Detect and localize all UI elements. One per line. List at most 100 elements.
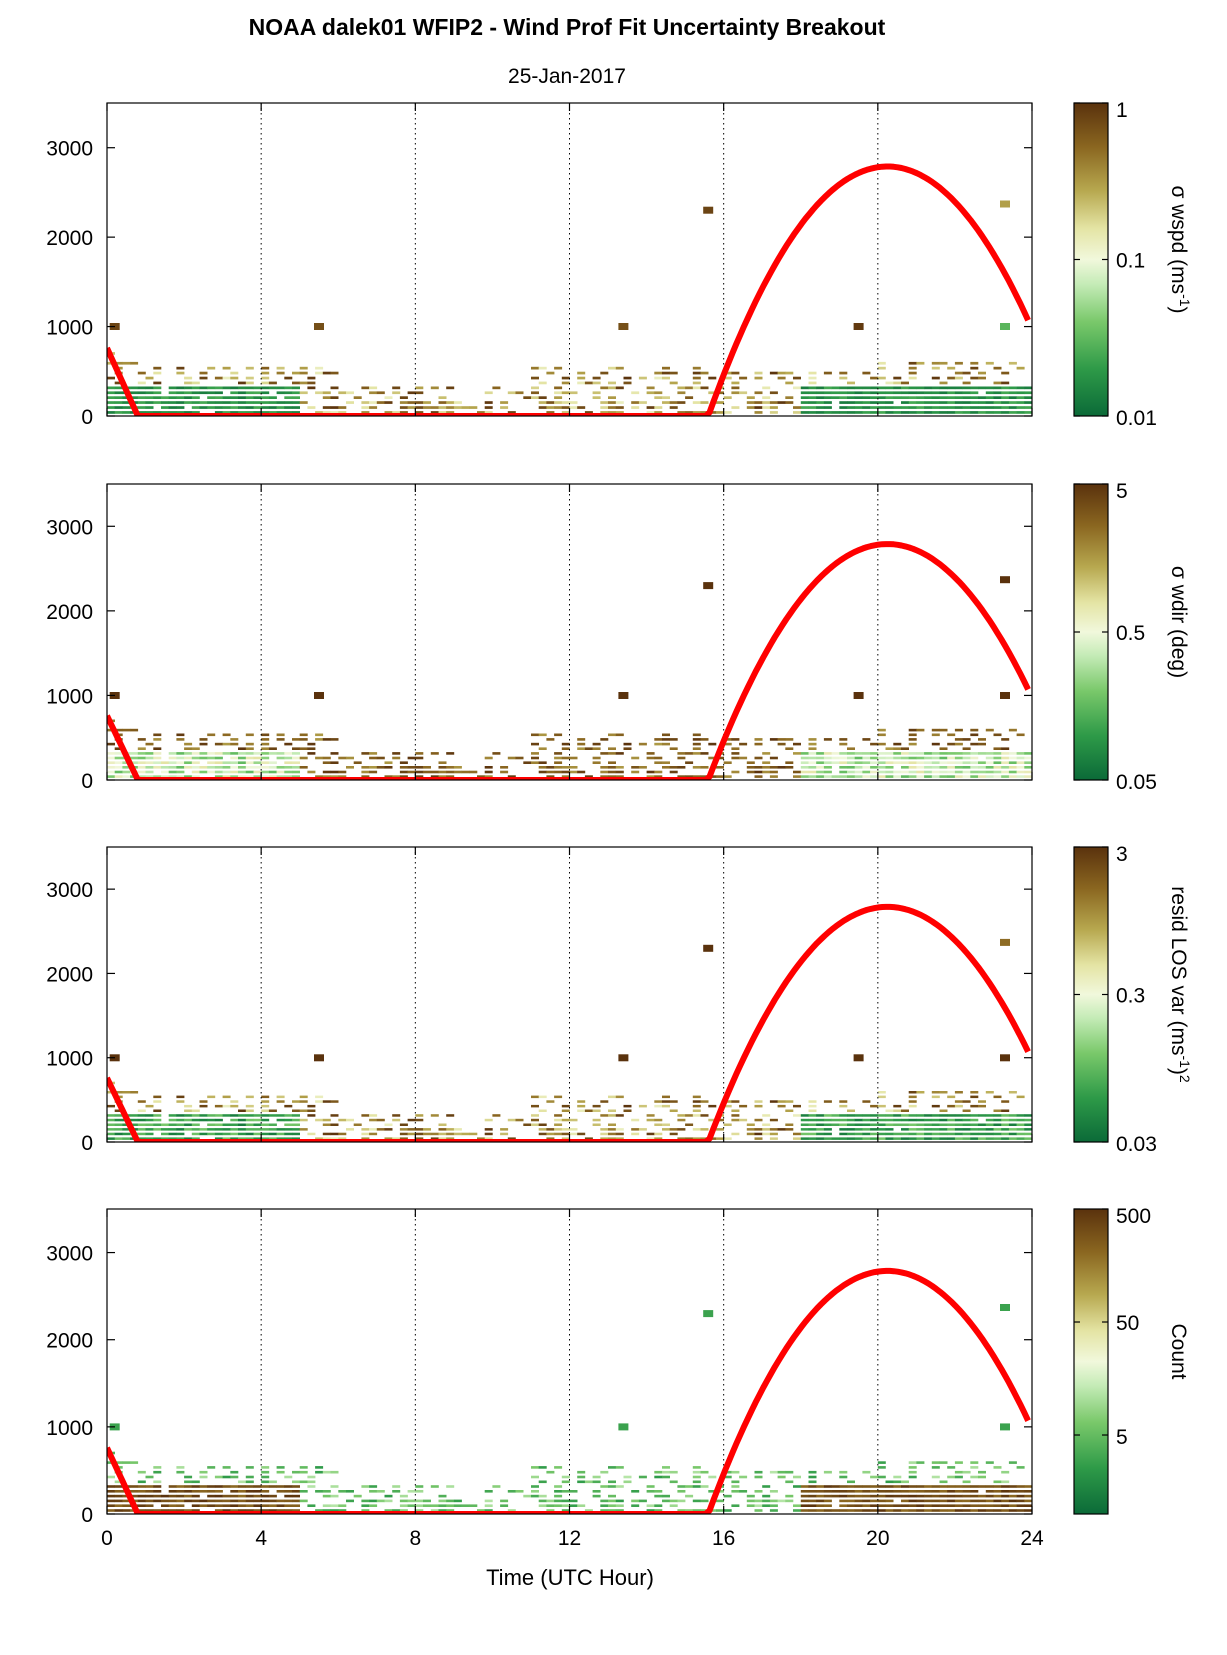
heatmap-cell xyxy=(161,406,169,409)
heatmap-cell xyxy=(322,756,331,760)
heatmap-cell xyxy=(947,1095,956,1099)
heatmap-cell xyxy=(808,1114,817,1117)
heatmap-cell xyxy=(222,1509,231,1512)
heatmap-cell xyxy=(746,1504,755,1507)
heatmap-cell xyxy=(153,775,162,778)
heatmap-cell xyxy=(993,381,1002,385)
heatmap-cell xyxy=(924,775,933,778)
heatmap-cell xyxy=(353,761,362,764)
heatmap-cell xyxy=(207,386,216,390)
heatmap-cell xyxy=(808,1504,817,1507)
heatmap-cell xyxy=(870,386,879,390)
heatmap-cell xyxy=(369,406,378,409)
heatmap-cell xyxy=(908,1100,917,1103)
heatmap-cell xyxy=(523,1494,532,1498)
heatmap-cell xyxy=(261,747,270,750)
heatmap-cell xyxy=(916,1509,925,1512)
heatmap-cell xyxy=(885,775,894,778)
heatmap-cell xyxy=(870,1104,879,1108)
heatmap-cell xyxy=(908,396,917,399)
heatmap-cell xyxy=(191,1137,200,1140)
heatmap-cell xyxy=(276,775,285,778)
heatmap-cell xyxy=(947,1118,956,1122)
heatmap-cell xyxy=(654,1100,663,1103)
heatmap-cell xyxy=(831,386,840,390)
heatmap-cell xyxy=(538,1504,547,1507)
colorbar-label-text: resid LOS var (ms xyxy=(1167,886,1190,1055)
heatmap-cell xyxy=(145,1494,154,1498)
heatmap-cell xyxy=(1016,1509,1025,1512)
heatmap-cell xyxy=(199,401,208,404)
heatmap-cell xyxy=(654,1123,663,1126)
heatmap-cell xyxy=(561,401,570,404)
heatmap-cell xyxy=(191,770,200,774)
heatmap-cell xyxy=(230,1132,239,1136)
x-tick-label: 12 xyxy=(558,1527,581,1550)
heatmap-cell xyxy=(924,406,933,409)
heatmap-cell xyxy=(623,381,632,385)
heatmap-cell xyxy=(253,1132,262,1136)
heatmap-cell xyxy=(369,1118,378,1122)
heatmap-cell xyxy=(176,1118,185,1122)
heatmap-cell xyxy=(939,1118,948,1122)
heatmap-cell xyxy=(908,742,917,746)
heatmap-cell xyxy=(985,391,994,395)
heatmap-cell xyxy=(608,1480,616,1484)
heatmap-cell xyxy=(785,396,794,399)
heatmap-cell xyxy=(739,376,748,380)
heatmap-cell xyxy=(608,406,616,409)
heatmap-cell xyxy=(176,738,185,741)
heatmap-cell xyxy=(692,1475,701,1479)
heatmap-cell xyxy=(793,1132,801,1136)
colorbar-tick-label: 0.03 xyxy=(1116,1133,1157,1156)
colorbar xyxy=(1073,1208,1109,1515)
heatmap-cell xyxy=(1001,766,1010,769)
heatmap-cell xyxy=(592,1123,601,1126)
heatmap-cell xyxy=(908,401,917,404)
heatmap-cell xyxy=(939,747,948,750)
heatmap-cell xyxy=(677,752,686,755)
heatmap-cell xyxy=(561,1480,570,1484)
heatmap-cell xyxy=(785,766,794,769)
heatmap-cell xyxy=(238,1504,246,1507)
heatmap-cell xyxy=(214,766,223,769)
heatmap-cell xyxy=(1008,1499,1017,1503)
heatmap-cell xyxy=(438,775,447,778)
heatmap-cell xyxy=(1016,766,1025,769)
heatmap-cell xyxy=(214,1490,223,1493)
heatmap-cell xyxy=(307,1504,316,1507)
heatmap-cells xyxy=(107,938,1032,1140)
heatmap-cell xyxy=(808,401,817,404)
heatmap-cell xyxy=(924,761,933,764)
heatmap-cell xyxy=(993,391,1002,395)
heatmap-cell xyxy=(253,1114,262,1117)
heatmap-cell xyxy=(392,411,401,414)
heatmap-cell xyxy=(677,1137,686,1140)
heatmap-cell xyxy=(847,1137,855,1140)
heatmap-cell xyxy=(885,1499,894,1503)
heatmap-cell xyxy=(862,411,871,414)
y-tick-label: 3000 xyxy=(46,879,93,902)
heatmap-cell xyxy=(847,1132,855,1136)
heatmap-cell xyxy=(654,411,663,414)
heatmap-cell xyxy=(962,1504,971,1507)
heatmap-cell xyxy=(137,775,146,778)
heatmap-cell xyxy=(962,756,971,760)
heatmap-cell xyxy=(800,391,809,395)
heatmap-cell xyxy=(338,775,347,778)
heatmap-cell xyxy=(877,1485,886,1488)
heatmap-cell xyxy=(369,386,378,390)
heatmap-cell xyxy=(993,761,1002,764)
heatmap-cell xyxy=(608,1123,616,1126)
heatmap-cell xyxy=(785,1128,794,1131)
heatmap-cell xyxy=(554,766,563,769)
heatmap-cell xyxy=(168,401,177,404)
heatmap-cell xyxy=(885,761,894,764)
heatmap-cell xyxy=(893,742,902,746)
heatmap-cell xyxy=(700,1470,709,1474)
heatmap-cell xyxy=(384,1494,393,1498)
heatmap-cell xyxy=(947,411,956,414)
heatmap-cell xyxy=(145,396,154,399)
axes-frame xyxy=(106,483,1033,781)
heatmap-cell xyxy=(654,738,663,741)
